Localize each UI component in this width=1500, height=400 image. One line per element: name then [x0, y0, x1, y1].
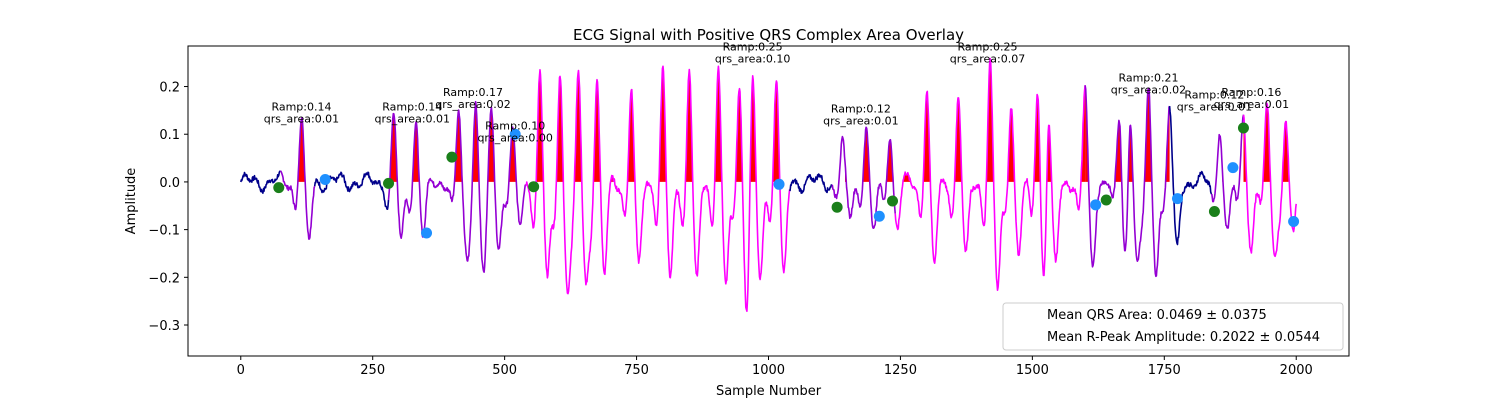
y-axis: −0.3 −0.2 −0.1 0.0 0.1 0.2 — [148, 81, 188, 334]
signal-segment-8 — [1084, 85, 1171, 278]
annotation-qrs-area-8: qrs_area:0.01 — [1177, 100, 1252, 113]
onset-marker-8 — [1288, 216, 1300, 228]
y-axis-title: Amplitude — [124, 168, 139, 235]
annotation-qrs-area-6: qrs_area:0.07 — [950, 53, 1025, 66]
x-tick-label-4: 1000 — [752, 363, 785, 378]
onset-marker-4 — [873, 210, 885, 222]
onset-marker-3 — [773, 178, 785, 190]
legend-entry-r-peak: Mean R-Peak Amplitude: 0.2022 ± 0.0544 — [1047, 330, 1320, 345]
annotation-ramp-0: Ramp:0.14 — [271, 100, 331, 113]
signal-segment-0 — [240, 170, 281, 194]
signal-segment-9 — [1168, 106, 1213, 246]
x-axis-title: Sample Number — [716, 384, 822, 399]
ecg-signal-layer — [240, 57, 1297, 312]
x-tick-label-0: 0 — [237, 363, 245, 378]
x-tick-label-8: 2000 — [1280, 363, 1313, 378]
annotation-qrs-area-0: qrs_area:0.01 — [264, 112, 339, 125]
y-tick-label-4: 0.1 — [159, 128, 180, 143]
peak-marker-0 — [273, 182, 285, 194]
qrs-area-8 — [1243, 103, 1291, 182]
legend-box — [1002, 302, 1344, 351]
annotation-ramp-8: Ramp:0.12 — [1184, 88, 1244, 101]
signal-segment-5 — [788, 173, 833, 194]
annotation-qrs-area-9: qrs_area:0.01 — [1214, 98, 1289, 111]
y-tick-label-1: −0.2 — [148, 271, 180, 286]
onset-marker-1 — [421, 227, 433, 239]
annotation-ramp-7: Ramp:0.21 — [1118, 72, 1178, 85]
chart-title: ECG Signal with Positive QRS Complex Are… — [573, 26, 964, 44]
peak-marker-8 — [1237, 122, 1249, 134]
annotation-qrs-area-5: qrs_area:0.01 — [823, 115, 898, 128]
peak-marker-3 — [528, 181, 540, 193]
signal-segment-6 — [831, 126, 896, 229]
signal-segment-1 — [279, 116, 316, 240]
annotation-qrs-area-2: qrs_area:0.02 — [435, 98, 510, 111]
x-axis: 0 250 500 750 1000 1250 1500 1750 2000 — [237, 356, 1313, 378]
annotation-ramp-6: Ramp:0.25 — [957, 41, 1017, 54]
annotation-ramp-2: Ramp:0.17 — [443, 86, 503, 99]
annotation-ramp-5: Ramp:0.12 — [831, 103, 891, 116]
marker-layer — [273, 122, 1300, 239]
annotation-qrs-area-4: qrs_area:0.10 — [715, 53, 790, 66]
onset-marker-2 — [509, 128, 521, 140]
annotation-ramp-4: Ramp:0.25 — [723, 41, 783, 54]
onset-marker-5 — [1090, 199, 1102, 211]
annotation-ramp-9: Ramp:0.16 — [1221, 86, 1281, 99]
legend-entry-qrs-area: Mean QRS Area: 0.0469 ± 0.0375 — [1047, 308, 1267, 323]
signal-segment-10 — [1211, 114, 1245, 229]
qrs-area-4 — [845, 127, 901, 182]
x-tick-label-5: 1250 — [884, 363, 917, 378]
annotation-qrs-area-3: qrs_area:0.00 — [477, 131, 552, 144]
onset-marker-6 — [1171, 193, 1183, 205]
peak-marker-5 — [887, 195, 899, 207]
qrs-area-0 — [290, 117, 312, 182]
signal-segment-7 — [894, 57, 1086, 291]
y-tick-label-5: 0.2 — [159, 81, 180, 96]
qrs-area-2 — [451, 101, 521, 182]
y-tick-label-3: 0.0 — [159, 176, 180, 191]
peak-marker-2 — [446, 151, 458, 163]
onset-marker-7 — [1227, 162, 1239, 174]
onset-marker-0 — [319, 174, 331, 186]
signal-segment-11 — [1242, 102, 1297, 258]
y-tick-label-2: −0.1 — [148, 224, 180, 239]
y-tick-label-0: −0.3 — [148, 319, 180, 334]
x-tick-label-1: 250 — [360, 363, 385, 378]
signal-segment-4 — [525, 65, 791, 312]
x-tick-label-7: 1750 — [1148, 363, 1181, 378]
peak-marker-4 — [831, 201, 843, 213]
x-tick-label-6: 1500 — [1016, 363, 1049, 378]
legend: Mean QRS Area: 0.0469 ± 0.0375 Mean R-Pe… — [1002, 302, 1344, 351]
x-tick-label-2: 500 — [492, 363, 517, 378]
peak-marker-6 — [1100, 194, 1112, 206]
annotation-qrs-area-1: qrs_area:0.01 — [375, 112, 450, 125]
qrs-area-6 — [1085, 85, 1170, 182]
annotation-qrs-area-7: qrs_area:0.02 — [1111, 84, 1186, 97]
annotation-ramp-1: Ramp:0.14 — [382, 100, 442, 113]
annotation-layer: Ramp:0.14qrs_area:0.01Ramp:0.14qrs_area:… — [264, 41, 1289, 145]
peak-marker-7 — [1208, 205, 1220, 217]
peak-marker-1 — [383, 177, 395, 189]
signal-segment-3 — [387, 100, 527, 273]
annotation-ramp-3: Ramp:0.10 — [485, 119, 545, 132]
x-tick-label-3: 750 — [624, 363, 649, 378]
